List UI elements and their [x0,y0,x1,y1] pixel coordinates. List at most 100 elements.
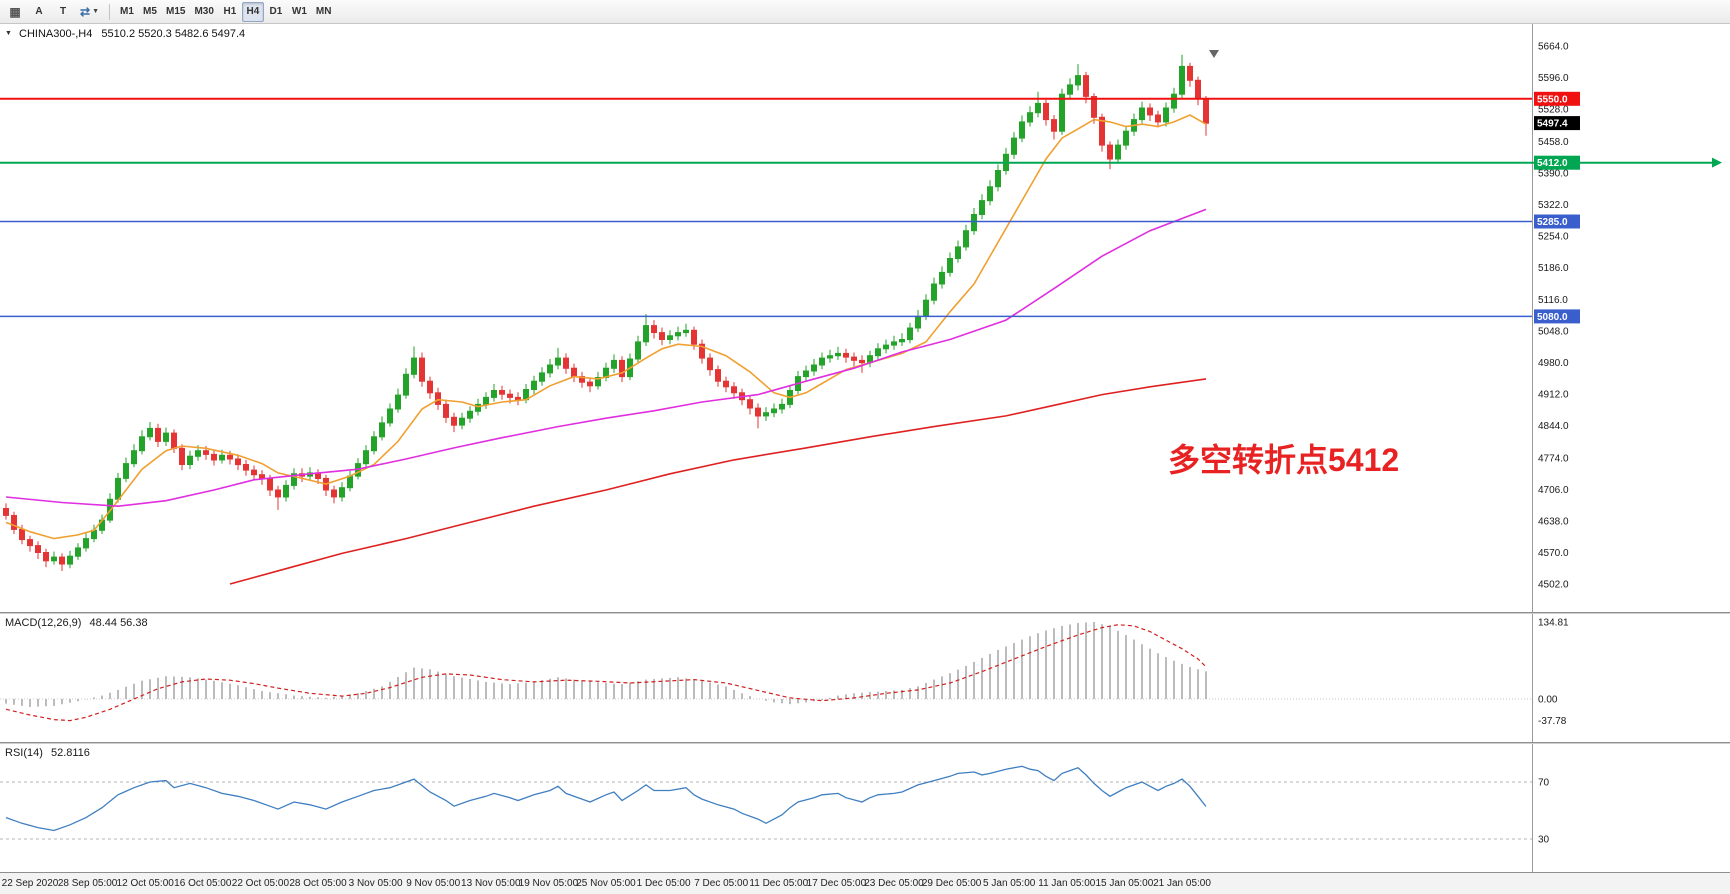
candle [723,376,729,393]
rsi-panel[interactable]: 70 30 RSI(14) 52.8116 [0,744,1730,872]
time-axis-label: 12 Oct 05:00 [116,878,174,889]
candle [411,346,417,379]
macd-histogram [5,622,1207,707]
candle [803,365,809,382]
candle [1011,132,1017,159]
candle [387,403,393,427]
candle [811,359,817,376]
candle [851,352,857,367]
timeframe-button-m1[interactable]: M1 [116,2,138,22]
candle [155,423,161,447]
timeframe-button-m30[interactable]: M30 [190,2,217,22]
time-axis-label: 21 Jan 05:00 [1153,878,1211,889]
candle [211,449,217,466]
timeframe-button-mn[interactable]: MN [312,2,336,22]
candles-layer [3,54,1209,571]
candle [35,541,41,559]
chevron-down-icon: ▼ [92,8,99,15]
candle [747,395,753,415]
candle [1027,106,1033,127]
candle [539,367,545,386]
candle [1051,115,1057,140]
candle [1035,91,1041,118]
candle [371,431,377,455]
candle [283,480,289,502]
candle [403,368,409,399]
rsi-axis-tick: 70 [1538,778,1550,789]
symbol-timeframe-label: CHINA300-,H4 [19,28,93,40]
line-arrow-icon [1712,157,1722,168]
macd-axis-tick: 0.00 [1538,695,1558,706]
ma-line-fast [5,114,1207,540]
candle [11,511,17,534]
candle [395,388,401,413]
rsi-chart[interactable]: 70 30 [0,744,1730,872]
candle [915,309,921,333]
candle [83,533,89,552]
candle [459,412,465,430]
time-axis-label: 9 Nov 05:00 [406,878,461,889]
time-axis-label: 29 Dec 05:00 [921,878,982,889]
candle [563,353,569,374]
timeframe-button-m5[interactable]: M5 [139,2,161,22]
macd-chart[interactable]: 134.81 0.00 -37.78 [0,614,1730,742]
candle [435,387,441,410]
candle [955,240,961,263]
candle [1059,88,1065,135]
candle [1163,102,1169,127]
candle [619,356,625,383]
chart-grid-button[interactable]: ▦ [4,2,26,22]
candle [771,403,777,418]
price-chart-panel[interactable]: 5664.0 5596.0 5528.0 5458.0 5390.0 5322.0 5254… [0,24,1730,612]
candle [595,371,601,390]
svg-text:5412.0: 5412.0 [1537,158,1568,169]
candle [1187,62,1193,87]
candle [947,252,953,277]
candle [339,482,345,502]
candle [843,348,849,363]
ma-line-mid [5,208,1207,508]
text-label-tool-button[interactable]: A [28,2,50,22]
candle [1107,141,1113,170]
time-axis-label: 5 Jan 05:00 [983,878,1036,889]
candle [555,347,561,370]
macd-panel[interactable]: 134.81 0.00 -37.78 MACD(12,26,9) 48.44 56.… [0,614,1730,742]
candlestick-chart[interactable]: 5664.0 5596.0 5528.0 5458.0 5390.0 5322.0 5254… [0,24,1730,612]
candle [931,277,937,305]
text-tool-button[interactable]: T [52,2,74,22]
timeframe-button-d1[interactable]: D1 [265,2,287,22]
panel-divider[interactable] [0,612,1730,614]
candle [67,550,73,569]
time-axis-label: 3 Nov 05:00 [348,878,403,889]
timeframe-button-w1[interactable]: W1 [288,2,311,22]
candle [651,320,657,339]
ma-line-slow [229,378,1207,585]
svg-text:5497.4: 5497.4 [1537,119,1568,130]
candle [643,314,649,346]
candle [419,352,425,387]
macd-signal-line [5,624,1207,722]
candle [3,503,9,520]
candle [587,377,593,393]
candle [763,407,769,421]
price-axis-tick: 5116.0 [1538,295,1568,306]
time-axis[interactable]: 22 Sep 2020 28 Sep 05:00 12 Oct 05:00 16 Oc… [0,872,1730,894]
candle [131,444,137,468]
candle [235,454,241,471]
panel-divider[interactable] [0,742,1730,744]
time-axis-label: 7 Dec 05:00 [694,878,749,889]
time-axis-label: 23 Dec 05:00 [864,878,924,889]
timeframe-button-m15[interactable]: M15 [162,2,189,22]
price-axis-tick: 4638.0 [1538,517,1569,528]
candle [755,403,761,429]
timeframe-group: M1 M5 M15 M30 H1 H4 D1 W1 MN [116,1,336,22]
timeframe-button-h1[interactable]: H1 [219,2,241,22]
indicators-tool-button[interactable]: ⇄ ▼ [76,2,103,22]
candle [891,335,897,350]
candle [187,450,193,470]
timeframe-button-h4[interactable]: H4 [241,1,264,22]
candle [251,465,257,481]
time-axis-label: 13 Nov 05:00 [461,878,521,889]
candle [347,471,353,492]
price-axis-tick: 5458.0 [1538,137,1569,148]
